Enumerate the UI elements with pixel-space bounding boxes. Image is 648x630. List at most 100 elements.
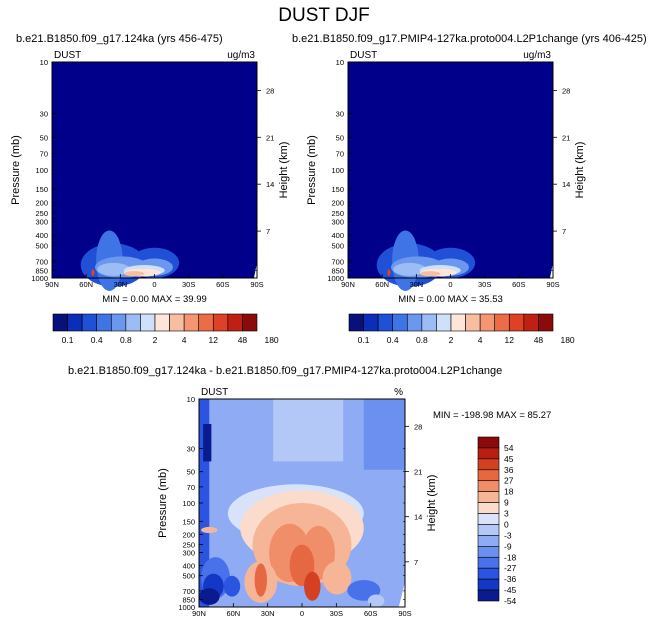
- y-axis-label: Pressure (mb): [157, 468, 169, 538]
- y-tick-label: 700: [35, 257, 48, 266]
- y2-axis-label: Height (km): [278, 142, 290, 199]
- y-tick-label: 1000: [31, 274, 48, 283]
- difference-field: [199, 399, 405, 607]
- panel-title: b.e21.B1850.f09_g17.PMIP4-127ka.proto004…: [292, 33, 647, 45]
- y-tick-label: 500: [331, 241, 344, 250]
- y2-tick-label: 14: [414, 513, 422, 522]
- diff-contour: [273, 399, 344, 462]
- y-tick-label: 1000: [327, 274, 344, 283]
- y-tick-label: 400: [331, 231, 344, 240]
- diff-contour: [322, 561, 352, 595]
- colorbar-box: [477, 556, 500, 569]
- colorbar-label: 180: [560, 335, 574, 345]
- colorbar-box: [52, 313, 68, 332]
- y-tick-label: 70: [336, 149, 344, 158]
- panel-1: b.e21.B1850.f09_g17.124ka (yrs 456-475) 1…: [10, 33, 290, 345]
- colorbar-box: [523, 313, 539, 332]
- x-tick-label: 30N: [409, 280, 423, 289]
- colorbar-box: [477, 447, 500, 460]
- diff-contour: [211, 409, 232, 468]
- colorbar-box: [477, 589, 500, 602]
- plot-fill: [348, 62, 553, 278]
- y-tick-label: 700: [331, 257, 344, 266]
- colorbar-box: [477, 469, 500, 482]
- y2-tick-label: 7: [414, 558, 418, 567]
- y-tick-label: 30: [336, 110, 344, 119]
- colorbar-label: -18: [504, 552, 517, 562]
- colorbar-box: [477, 535, 500, 547]
- colorbar-label: 0.4: [387, 335, 399, 345]
- y-tick-label: 400: [35, 231, 48, 240]
- page-title: DUST DJF: [278, 5, 370, 26]
- y-tick-label: 150: [182, 517, 195, 526]
- colorbar-label: 3: [504, 509, 509, 519]
- dust-contour: [393, 262, 426, 276]
- x-tick-label: 90N: [45, 280, 59, 289]
- colorbar-label: 9: [504, 498, 509, 508]
- colorbar-box: [140, 313, 156, 332]
- y2-axis-label: Height (km): [426, 475, 438, 532]
- y-tick-label: 850: [331, 266, 344, 275]
- y-tick-label: 100: [331, 166, 344, 175]
- colorbar-box: [508, 313, 525, 332]
- x-tick-label: 90N: [192, 609, 206, 618]
- y-tick-label: 400: [182, 562, 195, 571]
- x-tick-label: 60N: [79, 280, 93, 289]
- x-tick-label: 90S: [250, 280, 263, 289]
- colorbar-label: -3: [504, 530, 512, 540]
- colorbar-box: [477, 524, 500, 536]
- colorbar-box: [450, 313, 466, 332]
- y-axis-label: Pressure (mb): [10, 135, 22, 205]
- colorbar-box: [169, 313, 185, 332]
- colorbar-box: [477, 502, 500, 514]
- y2-tick-label: 14: [266, 180, 274, 189]
- colorbar-box: [125, 313, 141, 332]
- colorbar-box: [477, 458, 500, 471]
- y-tick-label: 10: [336, 58, 344, 67]
- colorbar-label: 180: [264, 335, 278, 345]
- y-tick-label: 300: [35, 218, 48, 227]
- colorbar-label: 2: [153, 335, 158, 345]
- colorbar-box: [154, 313, 170, 332]
- min-max-stats: MIN = 0.00 MAX = 35.53: [398, 294, 503, 305]
- colorbar-box: [421, 313, 437, 332]
- y-tick-label: 500: [35, 241, 48, 250]
- x-tick-label: 90N: [341, 280, 355, 289]
- units-label: ug/m3: [227, 50, 255, 61]
- y-tick-label: 300: [182, 549, 195, 558]
- terrain-mask: [398, 582, 405, 607]
- colorbar-label: -9: [504, 541, 512, 551]
- colorbar-label: 12: [209, 335, 219, 345]
- x-tick-label: 60S: [364, 609, 377, 618]
- y-tick-label: 50: [40, 133, 48, 142]
- colorbar-box: [494, 313, 510, 332]
- y-tick-label: 30: [40, 110, 48, 119]
- y-tick-label: 250: [331, 209, 344, 218]
- colorbar-box: [436, 313, 452, 332]
- panel-2: b.e21.B1850.f09_g17.PMIP4-127ka.proto004…: [292, 33, 647, 345]
- colorbar-label: 0.8: [120, 335, 132, 345]
- units-label: %: [394, 387, 403, 398]
- y-tick-label: 200: [331, 199, 344, 208]
- colorbar-box: [477, 546, 500, 558]
- x-tick-label: 60S: [512, 280, 525, 289]
- x-tick-label: 0: [300, 609, 304, 618]
- y-tick-label: 50: [187, 468, 195, 477]
- colorbar-box: [183, 313, 200, 332]
- colorbar-box: [477, 480, 500, 492]
- y-tick-label: 300: [331, 218, 344, 227]
- y2-tick-label: 7: [266, 227, 270, 236]
- colorbar-box: [479, 313, 496, 332]
- colorbar-label: -45: [504, 585, 517, 595]
- dust-max-contour: [91, 269, 95, 276]
- y2-tick-label: 28: [562, 86, 570, 95]
- colorbar-label: 0.1: [358, 335, 370, 345]
- colorbar-box: [477, 567, 500, 580]
- y-tick-label: 200: [182, 530, 195, 539]
- colorbar-box: [477, 491, 500, 503]
- diff-contour: [254, 563, 267, 597]
- plot-fill: [52, 62, 257, 278]
- dust-contour: [123, 271, 145, 277]
- colorbar-label: 12: [505, 335, 515, 345]
- diff-contour: [304, 571, 321, 601]
